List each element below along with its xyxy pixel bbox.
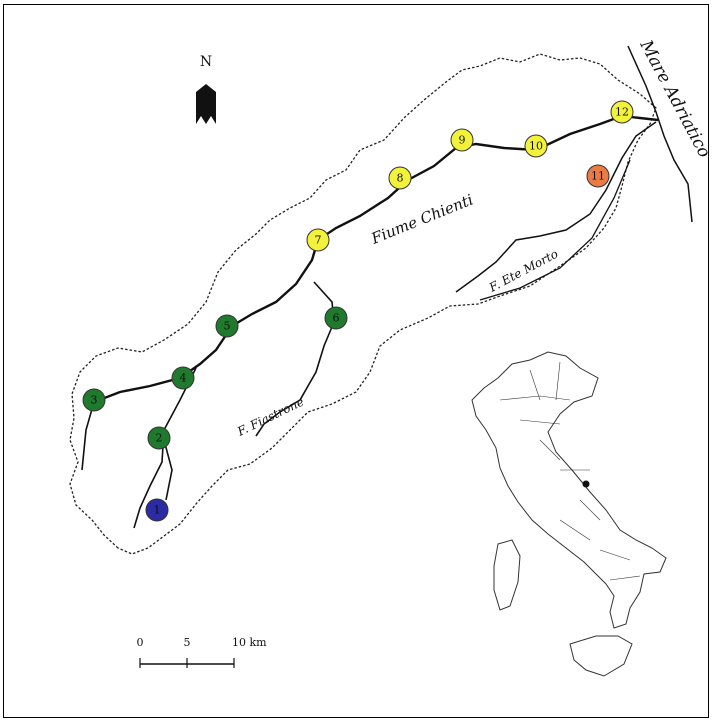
site-label: 2 bbox=[156, 432, 163, 445]
site-1: 1 bbox=[145, 498, 169, 522]
site-marker bbox=[524, 134, 548, 158]
site-label: 7 bbox=[315, 234, 322, 247]
site-2: 2 bbox=[147, 426, 171, 450]
site-label: 8 bbox=[397, 172, 404, 185]
site-label: 4 bbox=[180, 372, 187, 385]
scale-bar: 0 5 10 km bbox=[137, 636, 267, 668]
site-label: 12 bbox=[615, 106, 629, 119]
site-label: 9 bbox=[459, 134, 466, 147]
site-5: 5 bbox=[215, 314, 239, 338]
river-ete-morto bbox=[455, 121, 657, 293]
site-label: 1 bbox=[154, 504, 161, 517]
site-marker bbox=[610, 100, 634, 124]
site-marker bbox=[586, 164, 610, 188]
italy-regions bbox=[499, 361, 641, 581]
site-marker bbox=[450, 128, 474, 152]
site-7: 7 bbox=[306, 228, 330, 252]
sea-label: Mare Adriatico bbox=[635, 36, 713, 161]
basin-boundary bbox=[69, 53, 657, 555]
sardinia-outline bbox=[493, 539, 521, 611]
site-label: 11 bbox=[591, 170, 605, 183]
site-marker bbox=[147, 426, 171, 450]
study-area-marker bbox=[582, 480, 590, 488]
site-11: 11 bbox=[586, 164, 610, 188]
river-chienti-label: Fiume Chienti bbox=[368, 190, 476, 248]
site-marker bbox=[306, 228, 330, 252]
north-label: N bbox=[200, 54, 212, 70]
site-marker bbox=[388, 166, 412, 190]
site-label: 5 bbox=[224, 320, 231, 333]
site-4: 4 bbox=[171, 366, 195, 390]
site-label: 10 bbox=[529, 140, 543, 153]
site-marker bbox=[215, 314, 239, 338]
site-10: 10 bbox=[524, 134, 548, 158]
site-9: 9 bbox=[450, 128, 474, 152]
site-marker bbox=[82, 388, 106, 412]
river-fiastrone-label: F. Fiastrone bbox=[234, 394, 306, 439]
site-label: 6 bbox=[333, 312, 340, 325]
river-chienti bbox=[93, 114, 659, 404]
site-marker bbox=[145, 498, 169, 522]
italy-outline bbox=[471, 351, 667, 629]
river-ete-morto-2 bbox=[479, 159, 631, 301]
scale-tick-5: 5 bbox=[184, 636, 191, 649]
site-marker bbox=[171, 366, 195, 390]
river-west-branch bbox=[81, 401, 95, 471]
site-3: 3 bbox=[82, 388, 106, 412]
site-12: 12 bbox=[610, 100, 634, 124]
river-upper-branch bbox=[133, 367, 197, 529]
north-arrow: N bbox=[196, 54, 216, 124]
map-frame bbox=[3, 4, 709, 718]
scale-tick-10: 10 km bbox=[232, 636, 267, 649]
site-6: 6 bbox=[324, 306, 348, 330]
sicily-outline bbox=[569, 635, 633, 677]
site-label: 3 bbox=[91, 394, 98, 407]
scale-tick-0: 0 bbox=[137, 636, 144, 649]
site-8: 8 bbox=[388, 166, 412, 190]
coastline bbox=[627, 45, 693, 223]
italy-inset bbox=[471, 351, 667, 677]
river-upper-branch-2 bbox=[163, 439, 173, 501]
site-marker bbox=[324, 306, 348, 330]
